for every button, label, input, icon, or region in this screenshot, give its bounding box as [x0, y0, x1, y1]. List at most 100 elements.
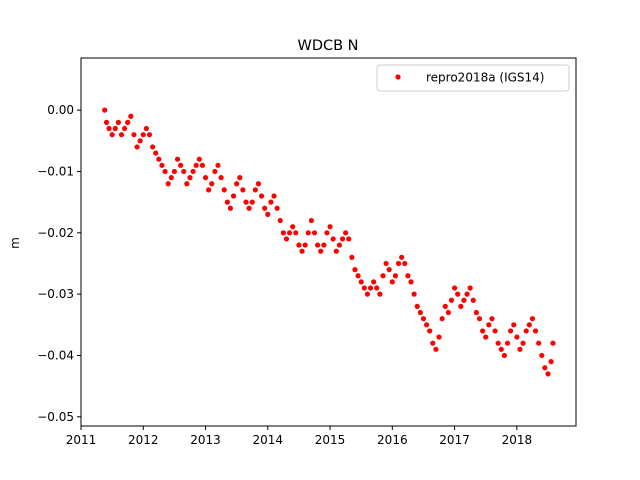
data-point [358, 279, 364, 285]
data-point [305, 230, 311, 236]
data-point [548, 359, 554, 365]
x-tick-label: 2018 [502, 433, 533, 447]
data-point [536, 340, 542, 346]
data-point [174, 156, 181, 162]
data-point [377, 291, 383, 297]
data-point [439, 316, 445, 322]
data-point [243, 199, 249, 205]
data-point [417, 309, 423, 316]
data-point [206, 187, 212, 193]
data-point [399, 254, 405, 260]
data-point [125, 119, 131, 125]
data-point [277, 217, 283, 224]
data-point [436, 334, 442, 340]
data-point [389, 279, 395, 285]
data-point [361, 285, 367, 291]
data-point [140, 132, 146, 138]
data-point [184, 181, 190, 187]
y-axis-label: m [8, 237, 22, 249]
data-point [458, 303, 464, 309]
data-point [156, 156, 162, 162]
data-point [367, 285, 374, 291]
data-point [501, 352, 507, 359]
data-point [143, 125, 149, 132]
data-point [258, 193, 265, 199]
data-point [427, 328, 433, 334]
data-point [355, 273, 361, 279]
data-point [483, 334, 489, 340]
data-point [489, 316, 495, 322]
data-point [196, 156, 202, 162]
data-point [395, 260, 402, 267]
data-point [162, 168, 168, 175]
data-point [252, 187, 258, 193]
data-point [193, 162, 199, 168]
data-point [178, 162, 184, 168]
data-point [230, 193, 237, 199]
data-point [128, 113, 134, 119]
data-point [134, 144, 140, 150]
data-point [274, 205, 280, 211]
y-tick-label: −0.04 [37, 348, 74, 362]
data-point [517, 346, 523, 352]
data-point [150, 144, 156, 150]
legend-frame [376, 64, 570, 92]
data-point [346, 236, 352, 242]
y-tick-label: −0.02 [37, 226, 74, 240]
data-point [265, 211, 271, 217]
data-point [234, 181, 240, 187]
data-point [109, 132, 115, 138]
data-point [131, 132, 137, 138]
y-axis: 0.00 −0.01 −0.02 −0.03 −0.04 −0.05 [37, 103, 81, 424]
data-point [271, 193, 277, 199]
data-point [296, 242, 302, 248]
data-point [290, 224, 296, 230]
data-point [224, 199, 230, 205]
data-point [380, 273, 386, 279]
data-point [492, 328, 498, 334]
data-point [268, 199, 274, 205]
data-point [336, 242, 342, 248]
data-point [455, 291, 461, 297]
data-point [165, 181, 171, 187]
data-point [364, 291, 371, 297]
data-point [280, 230, 286, 236]
data-point [542, 365, 548, 371]
data-point [464, 291, 470, 297]
data-point [511, 322, 517, 328]
data-point [532, 328, 539, 334]
data-point [529, 316, 536, 322]
x-axis: 2011 2012 2013 2014 2015 2016 2017 2018 [66, 426, 532, 447]
x-tick-label: 2015 [315, 433, 346, 447]
data-point [221, 187, 227, 193]
data-point [526, 322, 532, 328]
data-point [392, 273, 399, 279]
data-point [386, 267, 392, 273]
data-point [115, 119, 121, 125]
data-point [374, 285, 380, 291]
data-point [405, 273, 411, 279]
data-point [103, 119, 110, 125]
data-point [402, 260, 408, 267]
data-point [121, 125, 128, 132]
data-point [339, 236, 346, 242]
data-point [321, 242, 327, 248]
data-point [550, 340, 556, 346]
data-point [315, 242, 321, 248]
x-tick-label: 2011 [66, 433, 97, 447]
data-point [237, 175, 243, 181]
data-point [240, 187, 246, 193]
data-point [352, 267, 358, 273]
x-tick-label: 2012 [128, 433, 159, 447]
legend-label: repro2018a (IGS14) [426, 71, 544, 85]
data-point [498, 346, 504, 352]
y-tick-label: 0.00 [47, 103, 74, 117]
data-point [420, 316, 427, 322]
data-point [442, 303, 448, 309]
data-point [408, 279, 414, 285]
data-point [293, 230, 299, 236]
data-point [343, 230, 349, 236]
data-point [411, 291, 417, 297]
data-point [137, 138, 143, 144]
